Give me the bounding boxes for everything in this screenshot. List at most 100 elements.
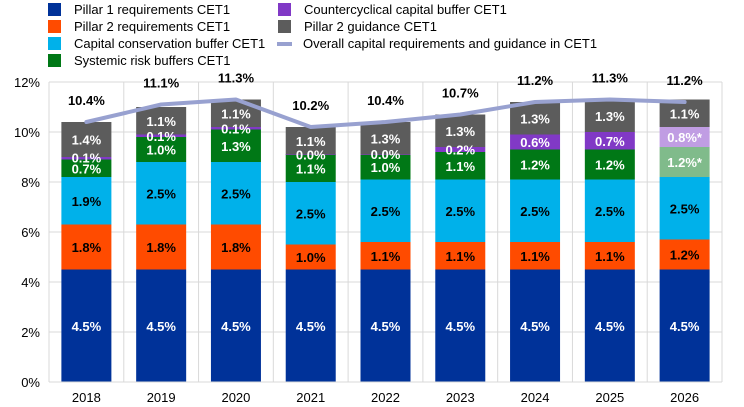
bar-segment	[61, 269, 112, 382]
segment-label: 1.2%*	[667, 155, 703, 170]
bar-segment	[659, 239, 710, 270]
bar-segment	[61, 224, 112, 270]
x-tick-label: 2023	[446, 390, 475, 405]
bar-segment	[435, 242, 486, 270]
x-tick-label: 2025	[595, 390, 624, 405]
segment-label: 4.5%	[296, 319, 326, 334]
segment-label: 0.1%	[146, 129, 176, 144]
segment-label: 1.9%	[72, 194, 102, 209]
legend-swatch-srb	[48, 54, 61, 67]
legend-swatch-p2g	[278, 20, 291, 33]
total-label: 10.7%	[442, 86, 479, 101]
bar-segment	[61, 159, 112, 177]
segment-label: 1.3%	[221, 139, 251, 154]
bar-segment	[659, 127, 710, 147]
segment-label: 2.5%	[595, 204, 625, 219]
total-label: 11.2%	[667, 73, 704, 88]
bars	[61, 99, 710, 382]
legend-label-p2g: Pillar 2 guidance CET1	[304, 19, 437, 34]
bar-segment	[510, 269, 561, 382]
x-axis: 2018 2019 2020 2021 2022 2023 2024 2025 2026	[49, 381, 722, 405]
segment-label: 1.1%	[520, 249, 550, 264]
legend-line-overall	[277, 41, 292, 46]
bar-segment	[584, 99, 635, 132]
bar-segment	[285, 154, 336, 182]
bar-segment	[435, 269, 486, 382]
chart-legend: Pillar 1 requirements CET1 Pillar 2 requ…	[0, 0, 744, 70]
segment-label: 0.2%	[445, 143, 475, 158]
bar-segment	[136, 162, 187, 225]
segment-label: 1.1%	[371, 249, 401, 264]
legend-item-overall: Overall capital requirements and guidanc…	[277, 36, 597, 51]
legend-swatch-pillar2	[48, 20, 61, 33]
bar-segment	[510, 242, 561, 270]
bar-segment	[584, 179, 635, 242]
bar-segment	[584, 269, 635, 382]
legend-item-srb: Systemic risk buffers CET1	[48, 53, 231, 68]
bar-segment	[61, 157, 112, 160]
total-label: 10.4%	[68, 93, 105, 108]
segment-label: 0.1%	[72, 150, 102, 165]
segment-label: 4.5%	[371, 319, 401, 334]
legend-item-pillar1: Pillar 1 requirements CET1	[48, 2, 230, 17]
legend-item-ccyb: Countercyclical capital buffer CET1	[278, 2, 507, 17]
legend-item-p2g: Pillar 2 guidance CET1	[278, 19, 437, 34]
legend-label-pillar2: Pillar 2 requirements CET1	[74, 19, 231, 34]
segment-label: 1.8%	[221, 240, 251, 255]
segment-label: 0.0%	[371, 147, 401, 162]
y-tick-label: 8%	[21, 175, 40, 190]
segment-label: 1.1%	[595, 249, 625, 264]
y-axis: 0% 2% 4% 6% 8% 10% 12%	[14, 75, 40, 390]
x-tick-label: 2024	[521, 390, 550, 405]
segment-label: 1.2%	[670, 248, 700, 263]
y-tick-label: 2%	[21, 325, 40, 340]
bar-segment	[136, 269, 187, 382]
legend-item-pillar2: Pillar 2 requirements CET1	[48, 19, 230, 34]
total-label: 11.3%	[592, 71, 629, 86]
bar-segment	[659, 269, 710, 382]
bar-segment	[136, 134, 187, 137]
bar-segment	[285, 244, 336, 270]
x-tick-label: 2021	[296, 390, 325, 405]
total-label: 10.2%	[292, 98, 329, 113]
segment-label: 1.1%	[221, 106, 251, 121]
data-labels: 4.5%1.8%1.9%0.7%0.1%1.4%4.5%1.8%2.5%1.0%…	[68, 71, 703, 334]
segment-label: 1.2%	[520, 158, 550, 173]
segment-label: 4.5%	[72, 319, 102, 334]
segment-label: 1.1%	[445, 159, 475, 174]
bar-segment	[360, 179, 411, 242]
bar-segment	[510, 149, 561, 180]
legend-item-ccb: Capital conservation buffer CET1	[48, 36, 265, 51]
total-label: 11.1%	[143, 76, 180, 91]
segment-label: 1.1%	[296, 134, 326, 149]
segment-label: 4.5%	[445, 319, 475, 334]
bar-segment	[136, 107, 187, 135]
bar-segment	[435, 179, 486, 242]
segment-label: 1.1%	[146, 114, 176, 129]
bar-segment	[360, 122, 411, 155]
legend-label-ccyb: Countercyclical capital buffer CET1	[304, 2, 507, 17]
segment-label: 2.5%	[221, 186, 251, 201]
segment-label: 1.2%	[595, 158, 625, 173]
segment-label: 4.5%	[595, 319, 625, 334]
segment-label: 2.5%	[445, 204, 475, 219]
bar-segment	[61, 177, 112, 225]
bar-segment	[659, 99, 710, 127]
legend-label-ccb: Capital conservation buffer CET1	[74, 36, 266, 51]
bar-segment	[210, 162, 261, 225]
segment-label: 0.0%	[296, 148, 326, 163]
segment-label: 2.5%	[296, 206, 326, 221]
segment-label: 0.7%	[72, 161, 102, 176]
bar-segment	[510, 134, 561, 150]
x-tick-label: 2019	[147, 390, 176, 405]
bar-segment	[210, 127, 261, 130]
segment-label: 0.8%*	[667, 130, 703, 145]
segment-label: 2.5%	[670, 201, 700, 216]
legend-swatch-ccyb	[278, 3, 291, 16]
bar-segment	[510, 102, 561, 135]
bar-segment	[659, 177, 710, 240]
bar-segment	[210, 129, 261, 162]
bar-segment	[61, 122, 112, 157]
segment-label: 1.8%	[72, 240, 102, 255]
